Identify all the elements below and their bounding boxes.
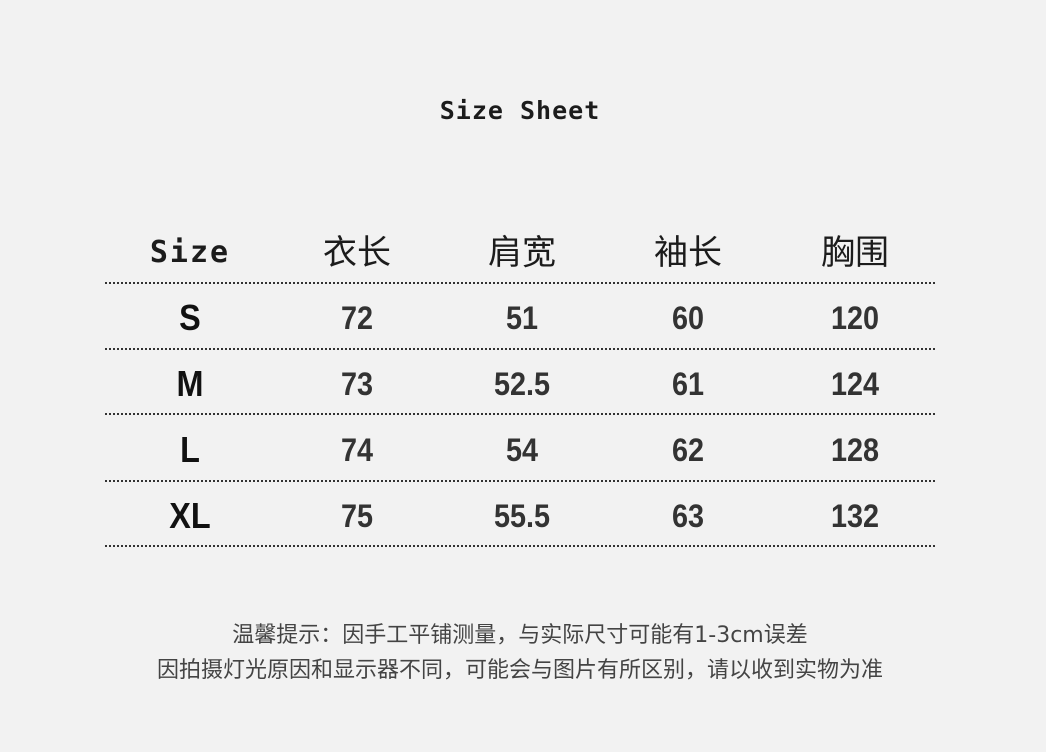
page-title: Size Sheet [439,96,601,125]
table-header: Size 衣长 肩宽 袖长 胸围 [0,228,1046,278]
chest-cell: 132 [830,498,880,534]
divider [105,282,935,284]
table-row: XL 75 55.5 63 132 [0,491,1046,541]
divider [105,348,935,350]
divider [105,480,935,482]
header-size: Size [149,235,231,270]
shoulder-cell: 51 [505,300,539,336]
size-cell: S [179,297,201,338]
shoulder-cell: 55.5 [493,498,551,534]
length-cell: 73 [340,366,374,402]
length-cell: 75 [340,498,374,534]
color-note: 因拍摄灯光原因和显示器不同，可能会与图片有所区别，请以收到实物为准 [156,658,883,683]
shoulder-cell: 52.5 [493,366,551,402]
table-row: M 73 52.5 61 124 [0,359,1046,409]
header-chest: 胸围 [821,233,889,273]
table-row: S 72 51 60 120 [0,293,1046,343]
header-length: 衣长 [323,233,391,273]
sleeve-cell: 61 [671,366,705,402]
measurement-note: 温馨提示：因手工平铺测量，与实际尺寸可能有1-3cm误差 [232,623,808,648]
length-cell: 74 [340,432,374,468]
sleeve-cell: 60 [671,300,705,336]
chest-cell: 128 [830,432,880,468]
divider [105,545,935,547]
sleeve-cell: 63 [671,498,705,534]
size-cell: L [180,429,200,470]
header-shoulder: 肩宽 [488,233,556,273]
size-cell: XL [169,495,211,536]
table-row: L 74 54 62 128 [0,425,1046,475]
sleeve-cell: 62 [671,432,705,468]
length-cell: 72 [340,300,374,336]
divider [105,413,935,415]
size-cell: M [176,363,204,404]
header-sleeve: 袖长 [654,233,722,273]
chest-cell: 124 [830,366,880,402]
chest-cell: 120 [830,300,880,336]
shoulder-cell: 54 [505,432,539,468]
